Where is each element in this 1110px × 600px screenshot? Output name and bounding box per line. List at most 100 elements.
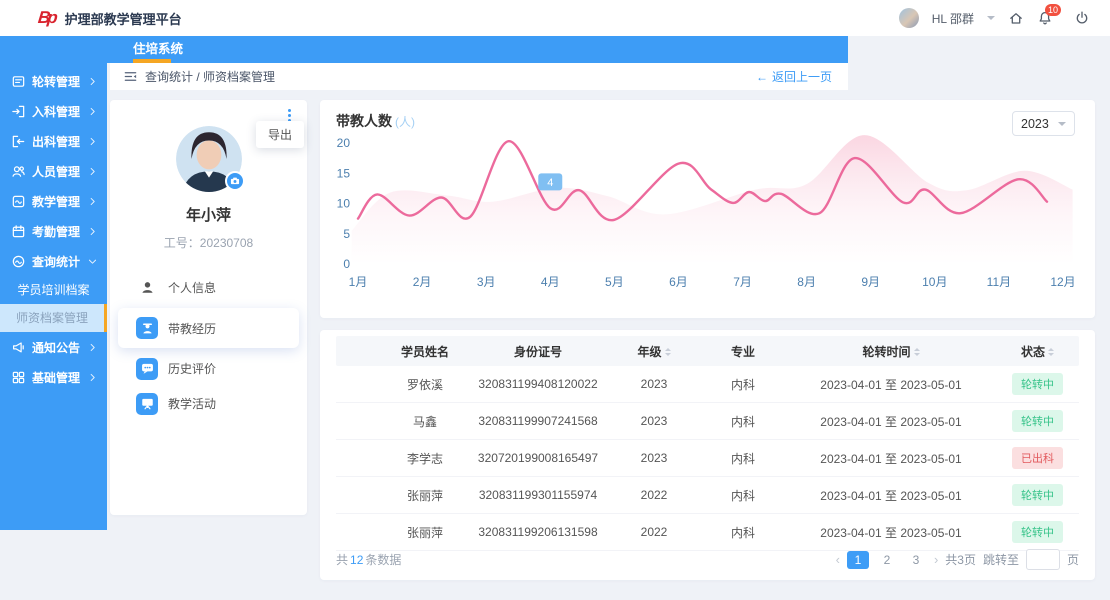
- chevron-right-icon: [87, 342, 98, 353]
- tab-resident-training[interactable]: 住培系统: [133, 42, 184, 56]
- profile-menu-label: 历史评价: [168, 362, 217, 376]
- cell-rotation-period: 2023-04-01 至 2023-05-01: [820, 525, 962, 540]
- profile-menu-item-个人信息[interactable]: 个人信息: [118, 271, 299, 304]
- cell-student-name: 张丽萍: [406, 488, 443, 503]
- camera-icon[interactable]: [224, 171, 245, 191]
- x-axis-label: 5月: [605, 275, 624, 289]
- cell-rotation-period: 2023-04-01 至 2023-05-01: [820, 451, 962, 466]
- y-axis-tick: 0: [343, 257, 350, 271]
- cell-id-number: 320831199408120022: [478, 377, 598, 391]
- chevron-down-icon[interactable]: [987, 16, 995, 24]
- y-axis-tick: 15: [337, 166, 351, 180]
- teaching-count-chart-card: 带教人数 (人) 2023 20 15 10 5 0 1月 2月 3月 4月 5月 6月 7月 8月 9月 1…: [320, 100, 1095, 318]
- x-axis-label: 4月: [541, 275, 560, 289]
- chevron-right-icon: [87, 136, 98, 147]
- students-table: 学员姓名 身份证号 年级 专业 轮转时间 状态 罗依溪 32083119940812002…: [336, 336, 1079, 551]
- employee-number: 工号：20230708: [163, 236, 254, 250]
- prev-page-button[interactable]: ‹: [835, 552, 840, 567]
- collapse-menu-icon[interactable]: [123, 69, 138, 84]
- cell-grade: 2023: [640, 414, 668, 428]
- user-avatar[interactable]: [898, 8, 919, 28]
- board-icon: [136, 392, 158, 415]
- sort-icon[interactable]: [913, 345, 920, 359]
- sidebar-subitem-学员培训档案[interactable]: 学员培训档案: [17, 283, 90, 297]
- cell-id-number: 320831199301155974: [478, 488, 598, 502]
- profile-menu-label: 带教经历: [168, 321, 217, 336]
- column-header-专业: 专业: [730, 344, 755, 359]
- column-header-状态[interactable]: 状态: [996, 343, 1079, 360]
- rotate-icon: [11, 74, 26, 89]
- column-header-学员姓名: 学员姓名: [400, 344, 449, 359]
- user-icon: [136, 277, 158, 299]
- base-icon: [11, 370, 26, 385]
- cell-student-name: 张丽萍: [406, 525, 443, 540]
- profile-menu-item-历史评价[interactable]: 历史评价: [118, 352, 299, 385]
- sidebar-item-label: 通知公告: [32, 340, 81, 355]
- column-header-轮转时间[interactable]: 轮转时间: [786, 343, 996, 360]
- sidebar-item-3[interactable]: 出科管理: [0, 126, 107, 156]
- table-row: 罗依溪 320831199408120022 2023 内科 2023-04-0…: [336, 366, 1079, 403]
- sort-icon[interactable]: [664, 345, 671, 359]
- column-header-年级[interactable]: 年级: [608, 343, 700, 360]
- cell-rotation-period: 2023-04-01 至 2023-05-01: [820, 377, 962, 392]
- sidebar-item-4[interactable]: 人员管理: [0, 156, 107, 186]
- jump-suffix: 页: [1066, 553, 1079, 567]
- page-button-3[interactable]: 3: [912, 552, 920, 567]
- x-axis-label: 2月: [413, 275, 432, 289]
- cell-grade: 2023: [640, 377, 668, 391]
- next-page-button[interactable]: ›: [933, 552, 939, 567]
- status-badge: 轮转中: [1012, 373, 1063, 395]
- sidebar-item-2[interactable]: 入科管理: [0, 96, 107, 126]
- x-axis-label: 1月: [349, 275, 368, 289]
- back-link[interactable]: ← 返回上一页: [756, 68, 832, 85]
- power-icon[interactable]: [1074, 10, 1090, 26]
- column-header-身份证号: 身份证号: [513, 344, 562, 359]
- jump-input[interactable]: [1025, 549, 1060, 570]
- x-axis-label: 8月: [797, 275, 816, 289]
- year-select[interactable]: 2023: [1012, 111, 1075, 136]
- app-title: 护理部教学管理平台: [64, 11, 182, 27]
- cell-major: 内科: [730, 525, 755, 540]
- sidebar-item-1[interactable]: 轮转管理: [0, 66, 107, 96]
- profile-menu-item-教学活动[interactable]: 教学活动: [118, 387, 299, 420]
- jump-label: 跳转至: [982, 553, 1019, 567]
- profile-menu-item-带教经历[interactable]: 带教经历: [118, 308, 299, 348]
- chart-title-text: 带教人数: [336, 113, 392, 129]
- mentor-icon: [136, 317, 158, 339]
- user-name[interactable]: HL 邵群: [931, 11, 974, 26]
- notice-icon: [11, 340, 26, 355]
- table-row: 张丽萍 320831199301155974 2022 内科 2023-04-0…: [336, 477, 1079, 514]
- profile-menu-label: 个人信息: [168, 281, 217, 295]
- home-icon[interactable]: [1008, 10, 1024, 26]
- bell-icon[interactable]: 10: [1037, 4, 1061, 26]
- sort-icon[interactable]: [1048, 345, 1054, 359]
- sidebar-item-6[interactable]: 考勤管理: [0, 216, 107, 246]
- page-button-1[interactable]: 1: [846, 550, 869, 569]
- sidebar-item-8[interactable]: 通知公告: [0, 332, 107, 362]
- chevron-right-icon: [87, 166, 98, 177]
- cell-student-name: 马鑫: [412, 414, 437, 429]
- cell-grade: 2023: [640, 451, 668, 465]
- chevron-down-icon: [87, 256, 98, 267]
- chevron-right-icon: [87, 76, 98, 87]
- status-badge: 轮转中: [1012, 484, 1063, 506]
- sidebar-subitem-师资档案管理[interactable]: 师资档案管理: [0, 304, 107, 332]
- chart-tooltip-value: 4: [547, 177, 553, 189]
- sidebar-item-label: 基础管理: [32, 370, 81, 385]
- x-axis-label: 3月: [477, 275, 496, 289]
- app-header: Bp 护理部教学管理平台 HL 邵群 10: [0, 0, 1110, 36]
- sidebar-item-5[interactable]: 教学管理: [0, 186, 107, 216]
- table-header-row: 学员姓名 身份证号 年级 专业 轮转时间 状态: [336, 336, 1079, 366]
- cell-major: 内科: [730, 414, 755, 429]
- teacher-name: 年小萍: [185, 207, 231, 224]
- sidebar-item-7[interactable]: 查询统计: [0, 246, 107, 276]
- sidebar-item-9[interactable]: 基础管理: [0, 362, 107, 392]
- exit-icon: [11, 134, 26, 149]
- more-options-icon[interactable]: [286, 107, 293, 124]
- cell-grade: 2022: [640, 488, 668, 502]
- page-button-2[interactable]: 2: [883, 552, 891, 567]
- cell-id-number: 320831199206131598: [478, 525, 598, 539]
- export-button[interactable]: 导出: [255, 121, 304, 148]
- breadcrumb-bar: 查询统计 / 师资档案管理 ← 返回上一页: [110, 63, 848, 90]
